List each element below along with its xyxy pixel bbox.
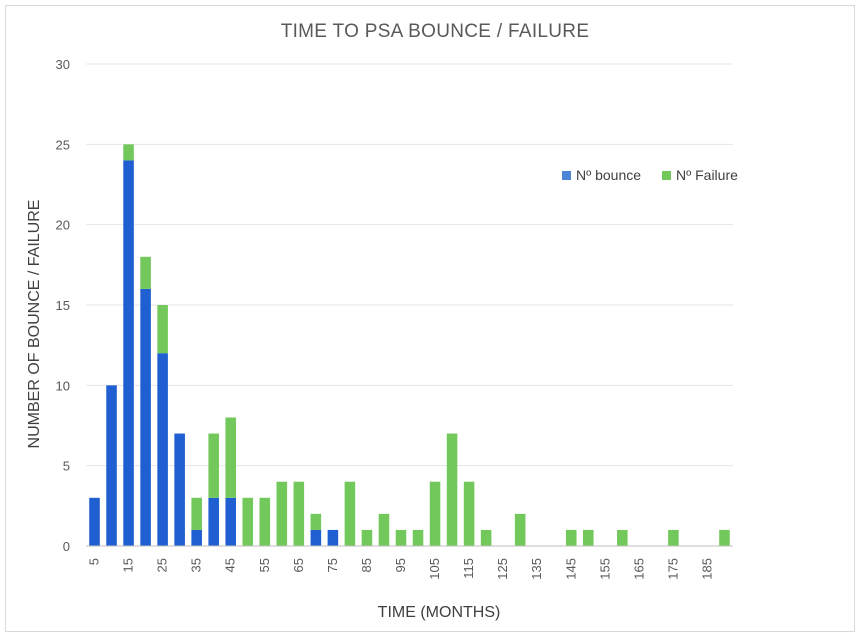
x-tick-label: 115 [461, 558, 476, 579]
bar-chart: TIME TO PSA BOUNCE / FAILURE 0 5 10 15 20 25 3… [26, 21, 738, 621]
x-tick-label: 5 [87, 558, 102, 565]
x-tick-label: 85 [359, 558, 374, 572]
y-tick-label: 30 [56, 57, 70, 72]
chart-title: TIME TO PSA BOUNCE / FAILURE [281, 21, 590, 42]
bar-failure [208, 433, 219, 498]
bar-bounce [327, 529, 339, 546]
bar-failure [310, 513, 322, 530]
x-tick-label: 75 [325, 558, 340, 572]
x-tick-label: 165 [631, 558, 646, 580]
bar-failure [191, 497, 202, 530]
chart-frame: TIME TO PSA BOUNCE / FAILURE 0 5 10 15 20 25 3… [5, 5, 855, 632]
y-tick-labels: 0 5 10 15 20 25 30 [56, 57, 70, 554]
bar-failure [395, 529, 407, 546]
bar-bounce [157, 353, 168, 546]
bar-failure [429, 481, 441, 546]
y-tick-label: 10 [56, 378, 70, 393]
bar-failure [719, 529, 730, 546]
y-tick-label: 25 [56, 137, 70, 152]
bar-failure [668, 529, 679, 546]
x-tick-labels: 5 15 25 35 45 55 65 75 85 95 105 115 125 135 145 155 165… [87, 558, 715, 580]
bar-failure [480, 529, 492, 546]
x-tick-label: 25 [155, 558, 170, 572]
y-tick-label: 20 [56, 218, 70, 233]
x-axis-title: TIME (MONTHS) [378, 604, 501, 621]
x-tick-label: 65 [291, 558, 306, 572]
bar-failure [344, 481, 356, 546]
bar-bounce [191, 529, 202, 546]
gridlines [86, 63, 733, 467]
x-tick-label: 145 [563, 558, 578, 580]
bar-failure [276, 481, 288, 546]
legend: Nº bounce Nº Failure [562, 167, 738, 183]
bar-failure [463, 481, 475, 546]
x-tick-label: 15 [121, 558, 136, 572]
legend-label-failure: Nº Failure [676, 167, 738, 183]
bar-failure [361, 529, 373, 546]
bar-bounce [140, 288, 151, 546]
x-tick-label: 45 [223, 558, 238, 572]
x-tick-label: 185 [699, 558, 714, 580]
bar-bounce [225, 497, 237, 546]
x-tick-label: 95 [393, 558, 408, 572]
bar-failure [514, 513, 526, 546]
legend-swatch-failure [662, 171, 671, 180]
x-tick-label: 55 [257, 558, 272, 572]
bar-bounce [123, 160, 134, 546]
bar-failure [225, 417, 237, 498]
bar-bounce [310, 529, 322, 546]
x-tick-label: 35 [189, 558, 204, 572]
x-tick-label: 175 [665, 558, 680, 580]
bar-failure [565, 529, 577, 546]
bar-failure [293, 481, 305, 546]
x-tick-label: 105 [427, 558, 442, 580]
y-tick-label: 15 [56, 298, 70, 313]
bar-failure [140, 256, 151, 289]
bar-bounce [89, 497, 100, 546]
y-tick-label: 0 [63, 539, 70, 554]
bar-failure [259, 497, 271, 546]
bar-failure [242, 497, 254, 546]
x-tick-label: 125 [495, 558, 510, 580]
bar-bounce [106, 385, 117, 546]
bar-bounce [208, 497, 219, 546]
bar-failure [446, 433, 458, 546]
bar-failure [157, 305, 168, 354]
bar-failure [123, 144, 134, 161]
bar-failure [412, 529, 424, 546]
legend-label-bounce: Nº bounce [576, 167, 641, 183]
x-tick-label: 135 [529, 558, 544, 580]
bar-bounce [174, 433, 185, 546]
x-tick-label: 155 [597, 558, 612, 580]
bars [89, 144, 730, 546]
bar-failure [378, 513, 390, 546]
legend-swatch-bounce [562, 171, 571, 180]
bar-failure [617, 529, 628, 546]
y-axis-title: NUMBER OF BOUNCE / FAILURE [26, 200, 43, 449]
bar-failure [582, 529, 594, 546]
y-tick-label: 5 [63, 459, 70, 474]
